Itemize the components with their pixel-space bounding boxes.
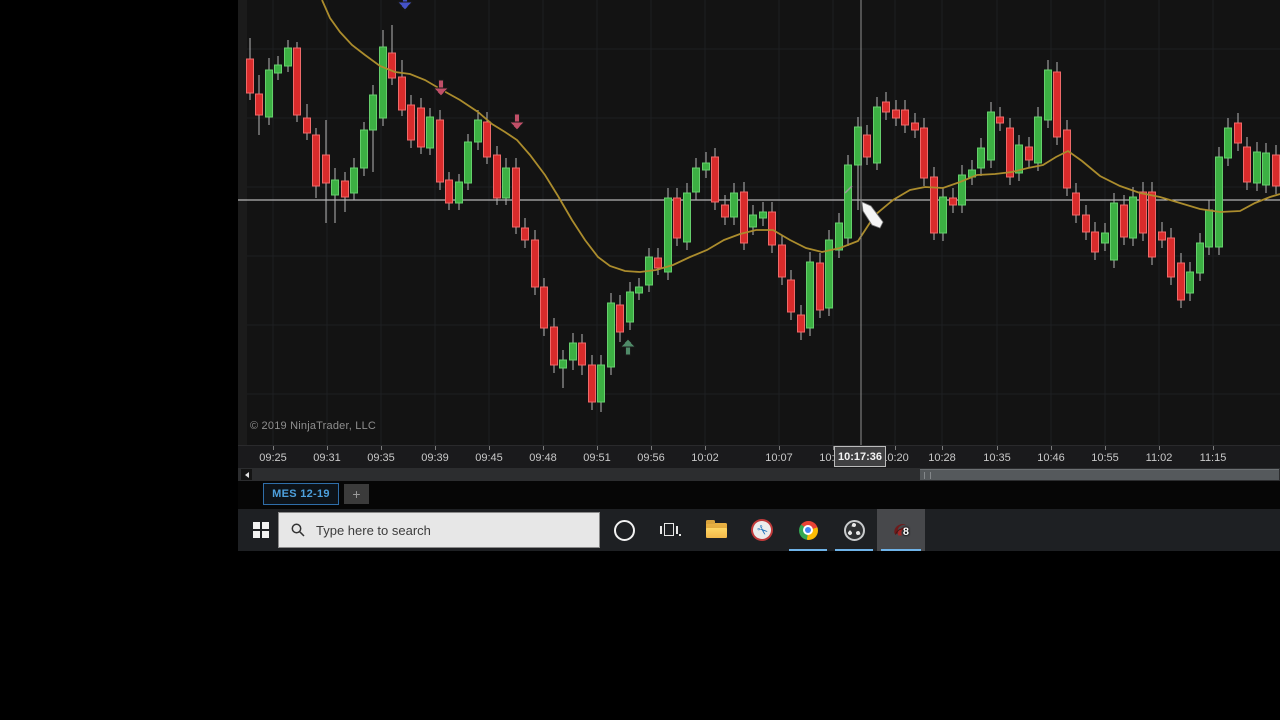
chart-canvas[interactable] (0, 0, 1280, 445)
axis-tick (1051, 446, 1052, 450)
time-label: 09:51 (583, 452, 611, 464)
time-label: 09:31 (313, 452, 341, 464)
taskbar-search-box[interactable] (278, 512, 600, 548)
mouse-cursor (861, 201, 884, 229)
axis-tick (651, 446, 652, 450)
running-indicator (835, 549, 873, 551)
axis-tick (327, 446, 328, 450)
axis-tick (705, 446, 706, 450)
time-label: 10:20 (881, 452, 909, 464)
obs-studio-button[interactable] (831, 509, 877, 551)
add-tab-button[interactable]: + (344, 484, 369, 504)
ninjatrader-badge-count: 8 (902, 526, 909, 538)
time-label: 09:48 (529, 452, 557, 464)
time-label: 10:02 (691, 452, 719, 464)
chrome-icon (798, 520, 818, 540)
tab-instrument-mes-12-19[interactable]: MES 12-19 (263, 483, 339, 505)
time-label: 09:56 (637, 452, 665, 464)
time-label: 09:39 (421, 452, 449, 464)
windows-logo-icon (253, 522, 269, 538)
axis-tick (435, 446, 436, 450)
scroll-left-arrow-icon (244, 471, 249, 478)
time-axis[interactable]: 09:25 09:31 09:35 09:39 09:45 09:48 09:51 09:56… (238, 445, 1280, 468)
scrollbar-thumb[interactable] (920, 469, 1279, 480)
time-label: 09:35 (367, 452, 395, 464)
copyright-label: © 2019 NinjaTrader, LLC (250, 420, 377, 432)
time-label: 10:46 (1037, 452, 1065, 464)
task-view-button[interactable] (647, 509, 693, 551)
time-label: 11:15 (1199, 452, 1227, 464)
axis-tick (779, 446, 780, 450)
time-label: 09:25 (259, 452, 287, 464)
axis-tick (997, 446, 998, 450)
ninjatrader-button[interactable]: 8 (877, 509, 925, 551)
scroll-left-button[interactable] (241, 469, 252, 480)
time-label: 10:35 (983, 452, 1011, 464)
time-label: 11:02 (1145, 452, 1173, 464)
search-input[interactable] (314, 521, 558, 539)
file-explorer-icon (705, 519, 727, 538)
axis-tick (1105, 446, 1106, 450)
running-indicator (789, 549, 827, 551)
axis-tick (1213, 446, 1214, 450)
crosshair-timestamp-badge: 10:17:36 (834, 446, 886, 467)
snipping-tool-button[interactable]: ✂ (739, 509, 785, 551)
cortana-button[interactable] (601, 509, 647, 551)
axis-tick (1159, 446, 1160, 450)
windows-taskbar: ✂ 8 (238, 509, 1280, 551)
time-label: 09:45 (475, 452, 503, 464)
obs-studio-icon (843, 519, 865, 541)
scrollbar-grip-icon (924, 472, 931, 479)
time-label: 10:55 (1091, 452, 1119, 464)
running-indicator (881, 549, 921, 551)
time-label: 10:28 (928, 452, 956, 464)
axis-tick (597, 446, 598, 450)
time-label: 10:07 (765, 452, 793, 464)
snipping-tool-icon: ✂ (747, 515, 777, 545)
chart-horizontal-scrollbar[interactable] (238, 468, 1280, 481)
task-view-icon (660, 522, 681, 538)
axis-tick (833, 446, 834, 450)
ninjatrader-icon: 8 (890, 519, 912, 541)
axis-tick (273, 446, 274, 450)
file-explorer-button[interactable] (693, 509, 739, 551)
chart-tab-bar: MES 12-19 + (238, 481, 1280, 509)
axis-tick (381, 446, 382, 450)
cortana-icon (613, 519, 635, 541)
axis-tick (942, 446, 943, 450)
axis-tick (895, 446, 896, 450)
chrome-button[interactable] (785, 509, 831, 551)
axis-tick (543, 446, 544, 450)
axis-tick (489, 446, 490, 450)
start-button[interactable] (238, 509, 284, 551)
search-icon (291, 523, 305, 537)
